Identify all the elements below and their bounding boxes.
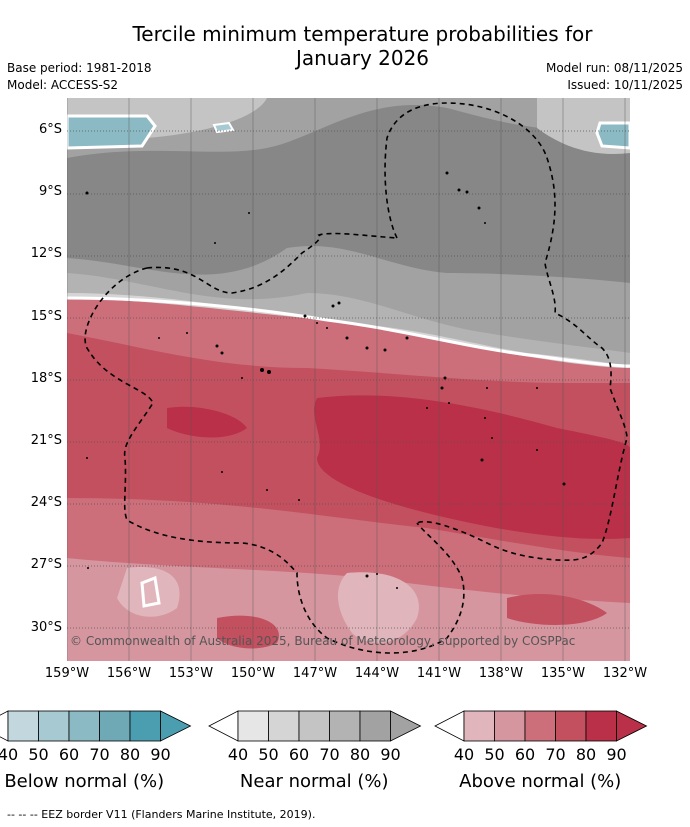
colorbar-tick-label: 90: [150, 745, 171, 764]
below-normal-small-outline: [140, 575, 161, 608]
colorbar-over-arrow: [390, 710, 422, 742]
title-line-2: January 2026: [295, 46, 430, 70]
colorbar-segment: [494, 710, 526, 742]
below-normal-patch-small: [212, 121, 235, 134]
eez-border-north: [384, 102, 628, 561]
colorbar-segment: [237, 710, 269, 742]
colorbar-tick-label: 60: [58, 745, 80, 764]
colorbar-segment: [585, 710, 617, 742]
colorbar-segment: [68, 710, 100, 742]
base-period: Base period: 1981-2018: [7, 61, 152, 75]
longitude-tick: 159°W: [44, 666, 90, 681]
probability-map: [67, 98, 630, 661]
above-normal-contour-2: [314, 395, 630, 539]
colorbar-segment: [555, 710, 587, 742]
eez-footnote: -- -- -- EEZ border V11 (Flanders Marine…: [7, 808, 316, 821]
colorbar-segment: [463, 710, 495, 742]
colorbar-segment: [268, 710, 300, 742]
copyright-notice: © Commonwealth of Australia 2025, Bureau…: [70, 634, 576, 648]
issued-date: Issued: 10/11/2025: [567, 78, 683, 92]
colorbar-above: [434, 710, 648, 742]
colorbar-segment: [7, 710, 39, 742]
above-normal-contour-3: [167, 406, 247, 438]
colorbar-tick-label: 70: [89, 745, 110, 764]
latitude-tick: 9°S: [38, 184, 62, 200]
model-info: Base period: 1981-2018 Model: ACCESS-S2: [7, 60, 152, 94]
colorbar-tick-label: 40: [0, 745, 19, 764]
eez-border-french-polynesia: [146, 232, 398, 294]
longitude-tick: 144°W: [354, 666, 400, 681]
longitude-tick: 156°W: [106, 666, 152, 681]
colorbar-over-arrow: [160, 710, 192, 742]
colorbar-tick-label: 40: [453, 745, 475, 764]
colorbar-tick-label: 70: [319, 745, 340, 764]
colorbar-under-arrow: [208, 710, 239, 742]
map-title: Tercile minimum temperature probabilitie…: [0, 22, 690, 70]
colorbar-tick-label: 80: [349, 745, 371, 764]
eez-border-cook-islands: [84, 267, 465, 654]
map-meridians: [67, 98, 626, 661]
colorbar-segment: [298, 710, 330, 742]
colorbar-over-arrow: [616, 710, 648, 742]
title-line-1: Tercile minimum temperature probabilitie…: [132, 22, 593, 46]
colorbar-tick-label: 80: [119, 745, 141, 764]
colorbar-tick-label: 40: [227, 745, 249, 764]
colorbar-under-arrow: [0, 710, 9, 742]
above-normal-contour-6: [337, 572, 419, 643]
latitude-tick: 15°S: [30, 308, 62, 324]
colorbar-tick-label: 50: [258, 745, 279, 764]
colorbar-segment: [524, 710, 556, 742]
latitude-tick: 6°S: [38, 122, 62, 137]
colorbar-segment: [329, 710, 361, 742]
run-info: Model run: 08/11/2025 Issued: 10/11/2025: [546, 60, 683, 94]
longitude-tick: 141°W: [416, 666, 462, 681]
colorbar-tick-label: 60: [514, 745, 536, 764]
colorbar-segment: [38, 710, 70, 742]
longitude-tick: 138°W: [478, 666, 524, 681]
longitude-tick: 147°W: [292, 666, 338, 681]
above-normal-contour-8: [217, 615, 279, 649]
colorbar-title-above: Above normal (%): [459, 771, 622, 792]
map-canvas: [67, 98, 630, 661]
colorbar-tick-label: 50: [484, 745, 505, 764]
colorbar-tick-label: 60: [288, 745, 310, 764]
map-gridlines: [67, 130, 630, 629]
model-name: Model: ACCESS-S2: [7, 78, 119, 92]
colorbar-segment: [129, 710, 161, 742]
colorbar-tick-label: 90: [380, 745, 401, 764]
colorbar-tick-label: 50: [28, 745, 49, 764]
colorbar-title-near: Near normal (%): [239, 771, 389, 792]
longitude-tick: 135°W: [540, 666, 586, 681]
colorbar-segment: [99, 710, 131, 742]
latitude-tick: 24°S: [30, 495, 62, 511]
latitude-tick: 12°S: [30, 246, 62, 262]
above-normal-contour-9: [507, 593, 607, 625]
latitude-tick: 27°S: [30, 557, 62, 573]
latitude-tick: 21°S: [30, 433, 62, 448]
islands: [85, 171, 566, 589]
latitude-tick: 18°S: [30, 370, 62, 386]
longitude-tick: 132°W: [602, 666, 648, 681]
latitude-tick: 30°S: [30, 619, 62, 635]
below-normal-patch-west: [67, 114, 157, 150]
eez-borders: [84, 102, 628, 654]
colorbar-tick-label: 70: [545, 745, 566, 764]
tercile-boundary-line: [67, 296, 630, 368]
colorbar-tick-label: 90: [606, 745, 627, 764]
colorbar-segment: [359, 710, 391, 742]
colorbar-under-arrow: [434, 710, 465, 742]
colorbar-below: [0, 710, 192, 742]
longitude-tick: 150°W: [230, 666, 276, 681]
longitude-tick: 153°W: [168, 666, 214, 681]
colorbar-near: [208, 710, 422, 742]
model-run: Model run: 08/11/2025: [545, 61, 683, 75]
colorbar-tick-label: 80: [575, 745, 597, 764]
colorbar-title-below: Below normal (%): [4, 771, 165, 792]
